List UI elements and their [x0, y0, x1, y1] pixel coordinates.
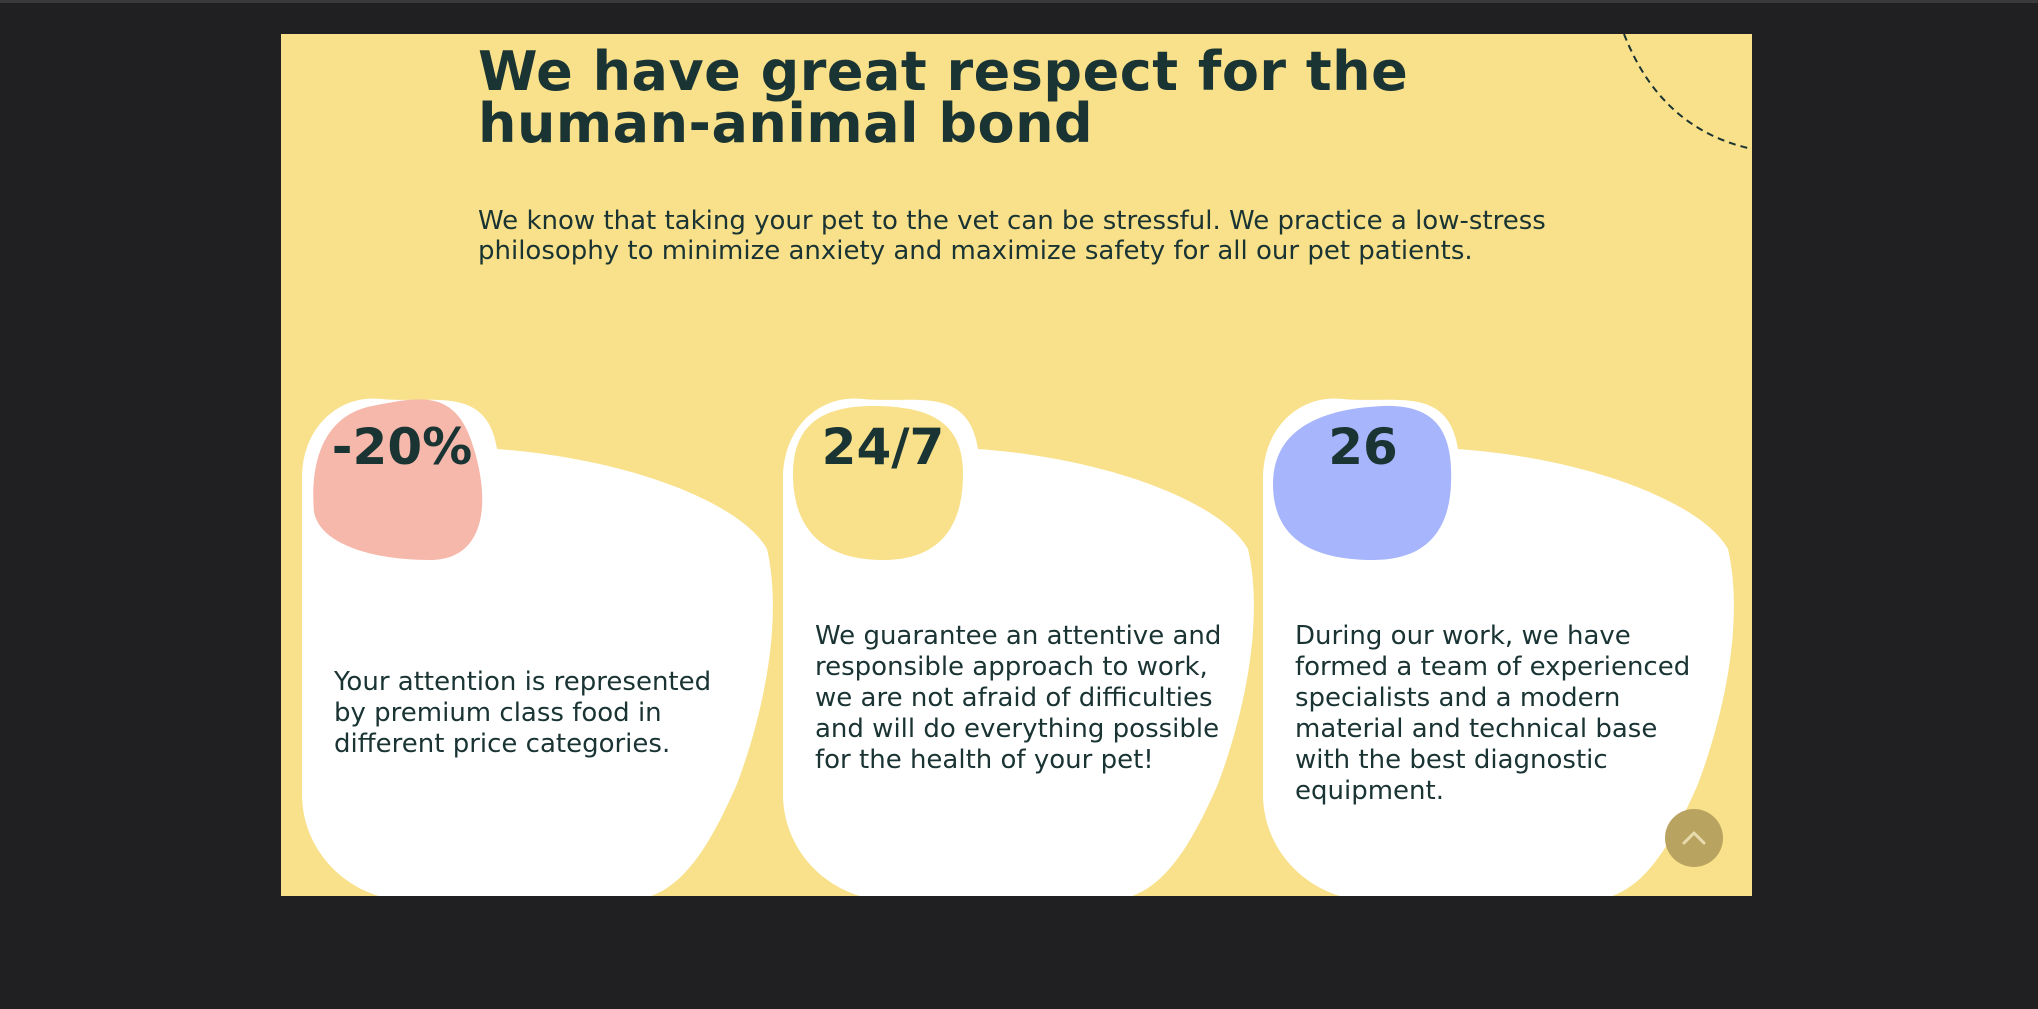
card-stat-value: -20% [331, 418, 473, 476]
section-headline: We have great respect for the human-anim… [478, 40, 1409, 155]
card-background [1263, 398, 1734, 896]
stat-card-specialists: 26 During our work, we have formed a tea… [1263, 364, 1743, 896]
section-lead-text: We know that taking your pet to the vet … [478, 206, 1546, 266]
stat-card-availability: 24/7 We guarantee an attentive and respo… [783, 364, 1263, 896]
card-description: Your attention is represented by premium… [334, 667, 712, 759]
scroll-to-top-button[interactable] [1665, 809, 1723, 867]
human-animal-bond-section: We have great respect for the human-anim… [281, 34, 1752, 896]
card-background [302, 398, 773, 896]
card-stat-value: 24/7 [821, 418, 945, 476]
card-background [783, 398, 1254, 896]
card-description: During our work, we have formed a team o… [1295, 621, 1691, 806]
card-stat-value: 26 [1328, 418, 1398, 476]
card-description: We guarantee an attentive and responsibl… [815, 621, 1222, 775]
decorative-dashed-arc [1623, 34, 1752, 150]
chevron-up-icon [1682, 831, 1706, 845]
window-top-border [0, 0, 2038, 3]
stat-card-discount: -20% Your attention is represented by pr… [302, 364, 782, 896]
